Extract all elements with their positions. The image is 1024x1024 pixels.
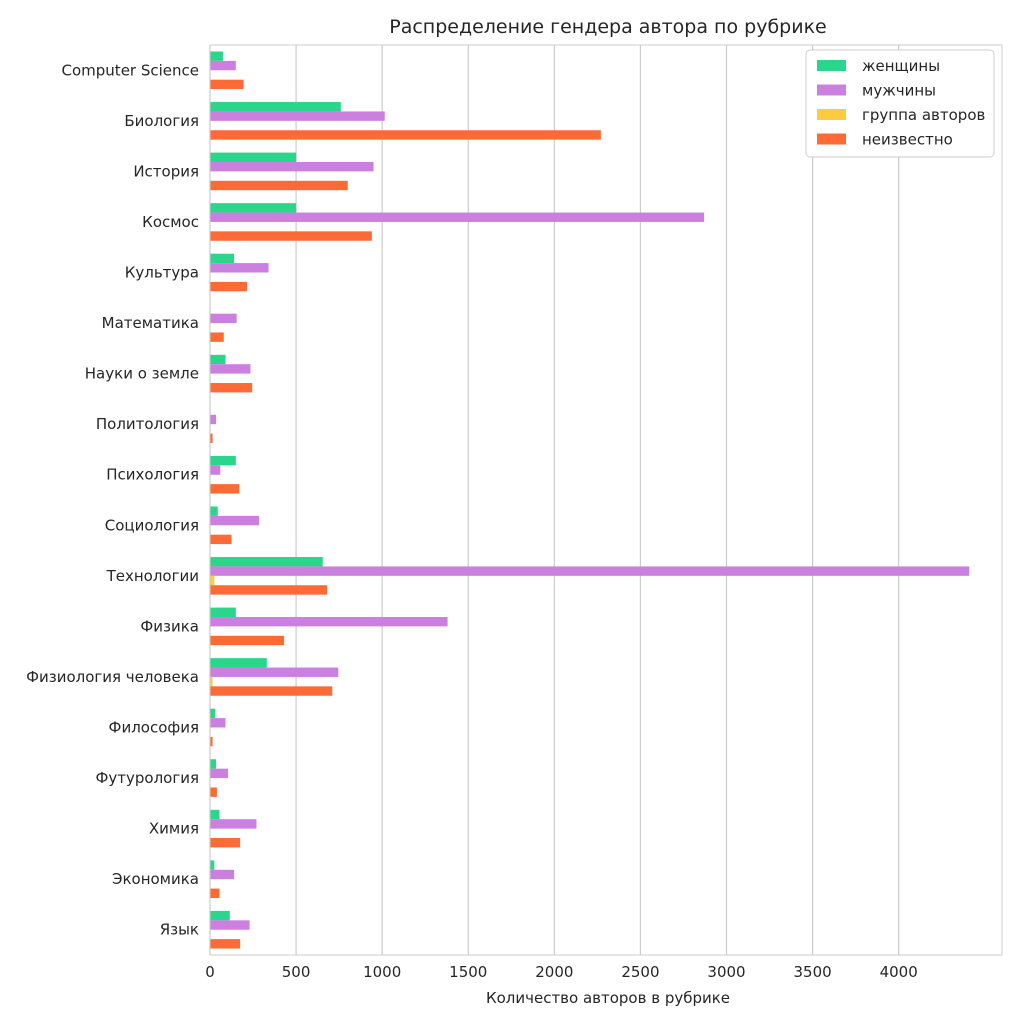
bar [210,768,229,779]
bar [210,231,372,241]
bar [210,860,215,870]
bar [210,616,448,627]
bar [210,736,213,747]
y-tick-label: Математика [102,314,199,332]
bar [210,79,244,90]
bar [210,414,217,425]
y-tick-label: Науки о земле [85,365,199,383]
bar [210,718,226,728]
bar [210,212,705,222]
bar [210,607,236,617]
bar [210,838,241,848]
bar [210,465,221,475]
bar [210,676,213,687]
legend-label: мужчины [862,82,936,100]
x-axis-label: Количество авторов в рубрике [486,989,730,1007]
y-tick-label: Химия [149,820,199,838]
bar [210,102,341,112]
bar [210,686,333,696]
legend-swatch [817,60,846,71]
y-tick-label: Computer Science [62,61,199,79]
y-tick-label: Футурология [95,769,199,787]
y-tick-label: Биология [124,112,199,130]
legend-label: женщины [862,57,940,75]
y-tick-label: Культура [125,264,199,282]
bar [210,888,220,898]
y-tick-label: Философия [109,719,199,737]
bar [210,281,248,292]
y-tick-label: Политология [96,415,199,433]
bar [210,130,601,140]
bar [210,557,323,567]
x-axis-ticks: 0 500 1000 1500 2000 2500 3000 3500 4000 [205,963,918,981]
y-tick-label: Психология [106,466,199,484]
bar [210,161,374,172]
bar [210,60,236,71]
legend-label: группа авторов [862,106,985,124]
bar [210,566,970,576]
bar [210,506,218,516]
bars [210,51,970,949]
bar [210,313,237,324]
bar [210,455,236,466]
bar [210,809,220,820]
x-tick-label: 3500 [794,963,832,981]
x-tick-label: 4000 [880,963,918,981]
bar [210,910,230,921]
legend-swatch [817,109,846,120]
y-tick-label: Технологии [106,567,199,585]
y-tick-label: Социология [105,516,199,534]
bar [210,787,217,797]
bar [210,253,235,264]
bar [210,759,217,769]
bar [210,708,216,719]
legend-swatch [817,133,846,145]
y-tick-label: Экономика [112,870,199,888]
bar [210,111,385,121]
y-tick-label: Физиология человека [26,668,199,686]
x-tick-label: 1500 [449,963,487,981]
bar [210,585,328,595]
bar [210,354,226,365]
legend-swatch [817,84,846,96]
y-tick-label: Язык [160,921,199,939]
bar [210,51,223,61]
x-tick-label: 3000 [707,963,745,981]
bar [210,180,348,191]
y-tick-label: Физика [140,617,199,635]
bar [210,383,253,393]
bar [210,658,267,668]
legend: женщины мужчины группа авторов неизвестно [805,49,995,158]
y-tick-label: История [133,162,199,180]
legend-label: неизвестно [862,131,953,149]
x-tick-label: 2500 [621,963,659,981]
bar [210,364,251,374]
bar [210,152,297,162]
bar [210,484,240,494]
bar [210,939,241,949]
x-tick-label: 1000 [363,963,401,981]
bar [210,667,339,677]
bar [210,203,297,213]
x-tick-label: 2000 [535,963,573,981]
x-tick-label: 0 [205,963,215,981]
bar [210,575,215,586]
y-tick-label: Космос [142,213,199,231]
y-axis-ticks: Computer Science Биология История Космос Кул… [26,61,199,938]
bar [210,819,257,829]
bar [210,920,250,930]
bar [210,534,232,545]
bar [210,332,224,342]
bar [210,515,260,526]
chart-title: Распределение гендера автора по рубрике [389,16,827,38]
bar [210,635,285,646]
bar [210,433,213,443]
legend-box [805,49,995,158]
plot-area-frame [209,44,1003,956]
gridlines [209,45,900,955]
bar [210,263,269,273]
bar [210,869,235,880]
x-tick-label: 500 [282,963,311,981]
